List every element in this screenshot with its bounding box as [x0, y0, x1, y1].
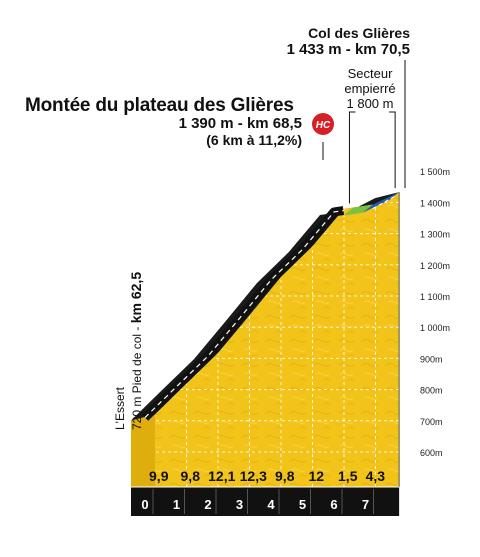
sector-label-line1: Secteur	[347, 66, 393, 81]
base-band	[131, 487, 400, 516]
gradient-label: 9,9	[149, 468, 169, 484]
start-detail: 720 m Pied de col	[130, 333, 144, 430]
gradient-label: 9,8	[275, 468, 295, 484]
x-tick-label: 6	[330, 497, 337, 512]
gradient-label: 1,5	[338, 468, 358, 484]
climb-title: Montée du plateau des Glières	[25, 95, 294, 116]
sector-label-line3: 1 800 m	[346, 96, 394, 111]
x-tick-label: 5	[299, 497, 306, 512]
hc-badge-label: HC	[316, 120, 331, 131]
y-tick-label: 800m	[420, 386, 443, 396]
profile-side-face	[131, 414, 155, 487]
x-tick-label: 1	[173, 497, 180, 512]
start-label: L'Essert 720 m Pied de col - km 62,5	[113, 271, 144, 430]
gradient-label: 9,8	[181, 468, 201, 484]
sector-bracket-right	[389, 111, 396, 189]
y-tick-label: 600m	[420, 448, 443, 458]
road-center-dash	[144, 209, 344, 418]
y-tick-label: 700m	[420, 417, 443, 427]
start-place: L'Essert	[113, 387, 127, 430]
climb-gradient-info: (6 km à 11,2%)	[206, 132, 302, 148]
col-info: 1 433 m - km 70,5	[286, 41, 410, 58]
sector-label-line2: empierré	[344, 81, 396, 96]
col-name: Col des Glières	[308, 25, 410, 41]
climb-summit-info: 1 390 m - km 68,5	[178, 115, 302, 132]
start-km: km 62,5	[128, 271, 144, 324]
y-tick-label: 900m	[420, 354, 443, 364]
gravel-sector-blue	[362, 192, 400, 213]
x-tick-label: 2	[204, 497, 211, 512]
gravel-dash	[372, 195, 396, 210]
gradient-label: 4,3	[366, 468, 386, 484]
y-tick-label: 1 400m	[420, 198, 450, 208]
x-tick-label: 4	[267, 497, 275, 512]
profile-area	[155, 192, 400, 487]
gradient-label: 12,3	[240, 468, 267, 484]
hc-badge	[312, 113, 334, 135]
x-tick-label: 0	[141, 497, 148, 512]
gravel-sector-green	[343, 204, 373, 216]
y-tick-label: 1 100m	[420, 292, 450, 302]
sector-bracket-left	[348, 111, 356, 204]
x-tick-label: 3	[236, 497, 243, 512]
gradient-label: 12,1	[208, 468, 235, 484]
y-tick-label: 1 500m	[420, 167, 450, 177]
gradient-label: 12	[308, 468, 324, 484]
y-tick-label: 1 200m	[420, 261, 450, 271]
x-tick-label: 7	[362, 497, 369, 512]
y-tick-label: 1 300m	[420, 230, 450, 240]
y-tick-label: 1 000m	[420, 323, 450, 333]
